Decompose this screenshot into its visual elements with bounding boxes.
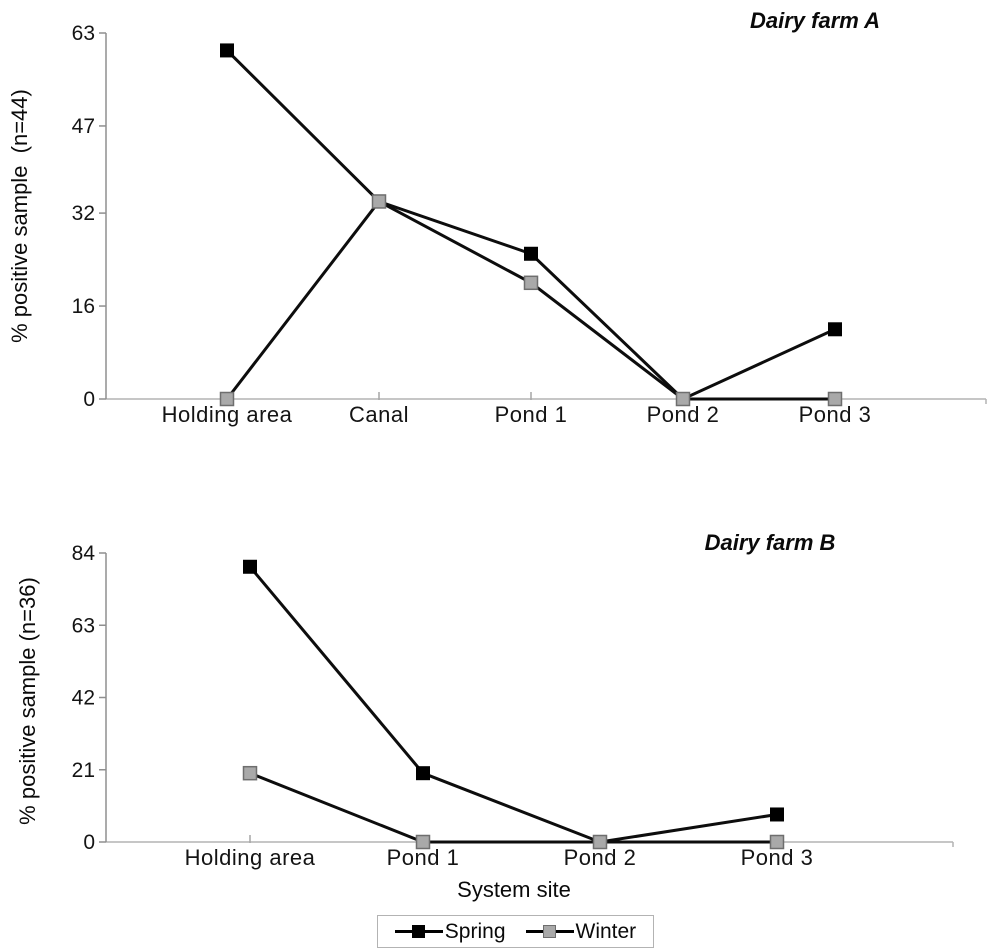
y-tick-label: 0: [83, 388, 95, 411]
legend: Spring Winter: [377, 915, 654, 948]
data-point-spring: [770, 807, 784, 822]
data-point-winter: [675, 391, 691, 407]
data-point-spring: [220, 43, 234, 58]
y-tick-label: 63: [72, 614, 95, 637]
data-point-winter: [219, 391, 235, 407]
data-point-winter: [242, 765, 258, 781]
y-tick-label: 63: [72, 22, 95, 45]
data-point-winter: [827, 391, 843, 407]
data-point-winter: [769, 834, 785, 850]
spring-line-marker-icon: [394, 925, 443, 939]
data-point-spring: [243, 559, 257, 574]
series-line-spring: [225, 49, 836, 401]
y-tick-label: 84: [72, 542, 96, 565]
chart-a-title: Dairy farm A: [749, 8, 880, 33]
x-category-label: Canal: [349, 402, 409, 427]
series-line-winter: [249, 771, 777, 844]
data-point-winter: [523, 275, 539, 291]
legend-item-spring: Spring: [394, 919, 506, 944]
legend-label-spring: Spring: [444, 919, 506, 943]
data-point-spring: [828, 322, 842, 337]
chart-b-title: Dairy farm B: [704, 530, 836, 555]
x-category-label: Holding area: [185, 845, 316, 870]
y-tick-label: 42: [72, 687, 95, 710]
data-point-spring: [416, 766, 430, 781]
x-category-label: Pond 1: [495, 402, 568, 427]
data-point-spring: [524, 246, 538, 261]
y-tick-label: 47: [72, 115, 95, 138]
data-point-winter: [415, 834, 431, 850]
y-tick-label: 0: [83, 831, 95, 854]
series-line-spring: [248, 565, 778, 844]
y-tick-label: 21: [72, 759, 95, 782]
data-point-winter: [371, 194, 387, 209]
y-tick-label: 16: [72, 295, 95, 318]
data-point-winter: [592, 834, 608, 850]
x-axis-label: System site: [457, 877, 571, 902]
legend-label-winter: Winter: [575, 919, 637, 943]
series-line-winter: [225, 199, 835, 401]
winter-line-marker-icon: [525, 925, 574, 939]
legend-item-winter: Winter: [525, 919, 637, 944]
y-tick-label: 32: [72, 202, 95, 225]
